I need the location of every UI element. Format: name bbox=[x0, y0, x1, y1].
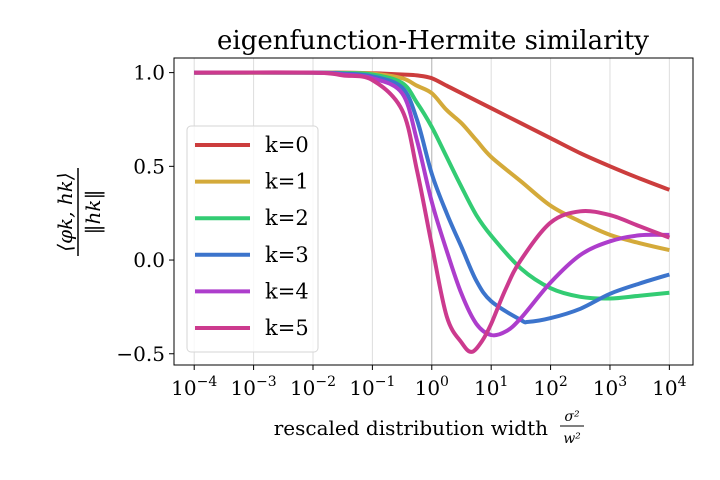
series-line-k5 bbox=[194, 70, 671, 354]
plot-frame bbox=[173, 57, 694, 366]
y-tick-label: 0.5 bbox=[133, 154, 165, 178]
y-label-denominator: ‖hk‖ bbox=[81, 190, 106, 235]
y-label-numerator: ⟨φk, hk⟩ bbox=[53, 172, 77, 251]
legend-label: k=0 bbox=[265, 133, 309, 157]
y-axis: 1.0 0.5 0.0 −0.5 bbox=[116, 61, 174, 366]
x-tick-label: 10−4 bbox=[171, 374, 217, 400]
legend-label: k=1 bbox=[265, 170, 309, 194]
legend-label: k=2 bbox=[265, 206, 309, 230]
x-tick-label: 103 bbox=[593, 374, 627, 400]
x-tick-label: 104 bbox=[652, 374, 686, 400]
x-tick-label: 10−2 bbox=[290, 374, 336, 400]
y-tick-label: 1.0 bbox=[133, 61, 165, 85]
x-axis-label: rescaled distribution width σ² w² bbox=[274, 409, 584, 447]
x-tick-label: 101 bbox=[474, 374, 508, 400]
x-tick-label: 10−3 bbox=[231, 374, 277, 400]
y-axis-label: ⟨φk, hk⟩ ‖hk‖ bbox=[53, 168, 106, 256]
x-tick-label: 10−1 bbox=[349, 374, 395, 400]
chart-title: eigenfunction-Hermite similarity bbox=[217, 26, 649, 56]
y-tick-label: −0.5 bbox=[116, 342, 165, 366]
x-axis-label-text: rescaled distribution width bbox=[274, 416, 548, 440]
legend-label: k=3 bbox=[265, 243, 309, 267]
legend-label: k=5 bbox=[265, 316, 309, 340]
x-label-denominator: w² bbox=[563, 431, 581, 447]
y-tick-label: 0.0 bbox=[133, 248, 165, 272]
series-lines bbox=[194, 70, 671, 354]
x-tick-label: 100 bbox=[415, 374, 449, 400]
x-tick-label: 102 bbox=[533, 374, 567, 400]
x-label-numerator: σ² bbox=[564, 409, 580, 425]
x-axis: 10−4 10−3 10−2 10−1 100 101 102 103 104 bbox=[171, 365, 687, 400]
legend-label: k=4 bbox=[265, 279, 309, 303]
legend: k=0 k=1 k=2 k=3 k=4 k=5 bbox=[186, 125, 319, 353]
